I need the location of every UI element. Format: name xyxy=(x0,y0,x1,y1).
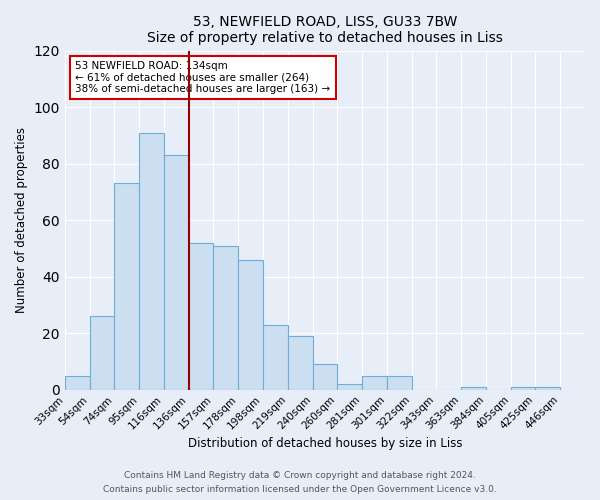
Bar xyxy=(139,132,164,390)
Text: 53 NEWFIELD ROAD: 134sqm
← 61% of detached houses are smaller (264)
38% of semi-: 53 NEWFIELD ROAD: 134sqm ← 61% of detach… xyxy=(75,60,331,94)
Bar xyxy=(461,387,486,390)
Bar xyxy=(214,246,238,390)
Bar xyxy=(387,376,412,390)
Bar xyxy=(65,376,89,390)
Bar xyxy=(313,364,337,390)
Text: Contains public sector information licensed under the Open Government Licence v3: Contains public sector information licen… xyxy=(103,486,497,494)
Bar xyxy=(535,387,560,390)
Bar xyxy=(89,316,115,390)
Bar xyxy=(362,376,387,390)
Bar xyxy=(337,384,362,390)
Bar xyxy=(164,155,188,390)
Bar xyxy=(263,324,288,390)
Bar xyxy=(288,336,313,390)
Bar xyxy=(511,387,535,390)
Bar xyxy=(238,260,263,390)
Bar xyxy=(188,242,214,390)
Bar xyxy=(115,184,139,390)
Y-axis label: Number of detached properties: Number of detached properties xyxy=(15,127,28,313)
Title: 53, NEWFIELD ROAD, LISS, GU33 7BW
Size of property relative to detached houses i: 53, NEWFIELD ROAD, LISS, GU33 7BW Size o… xyxy=(147,15,503,45)
Text: Contains HM Land Registry data © Crown copyright and database right 2024.: Contains HM Land Registry data © Crown c… xyxy=(124,470,476,480)
X-axis label: Distribution of detached houses by size in Liss: Distribution of detached houses by size … xyxy=(188,437,462,450)
